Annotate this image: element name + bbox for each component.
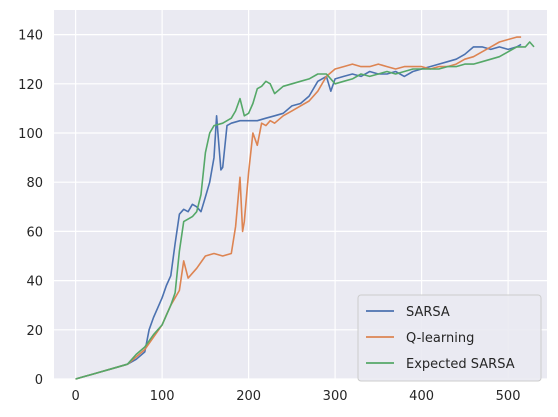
x-tick-label: 300 <box>323 389 348 404</box>
series-line-sarsa <box>75 43 522 380</box>
legend-box <box>357 294 542 382</box>
x-tick-label: 0 <box>71 389 79 404</box>
x-tick-labels: 0 100 200 300 400 500 <box>71 389 520 404</box>
x-tick-label: 500 <box>496 389 521 404</box>
y-tick-label: 140 <box>18 29 43 44</box>
y-tick-label: 20 <box>26 324 43 339</box>
legend-label: Q-learning <box>406 331 474 346</box>
y-tick-label: 100 <box>18 127 43 142</box>
grid-lines <box>54 10 547 380</box>
legend-label: SARSA <box>406 305 450 320</box>
y-tick-label: 80 <box>26 176 43 191</box>
series-line-expected-sarsa <box>75 41 535 380</box>
x-tick-label: 200 <box>236 389 261 404</box>
y-tick-label: 40 <box>26 275 43 290</box>
series-lines <box>75 36 535 380</box>
x-tick-label: 100 <box>150 389 175 404</box>
y-tick-label: 60 <box>26 225 43 240</box>
y-tick-label: 120 <box>18 78 43 93</box>
y-tick-label: 0 <box>35 373 43 388</box>
legend: SARSA Q-learning Expected SARSA <box>357 294 542 382</box>
legend-label: Expected SARSA <box>406 357 515 372</box>
x-tick-label: 400 <box>409 389 434 404</box>
y-tick-labels: 0 20 40 60 80 100 120 140 <box>18 29 43 388</box>
